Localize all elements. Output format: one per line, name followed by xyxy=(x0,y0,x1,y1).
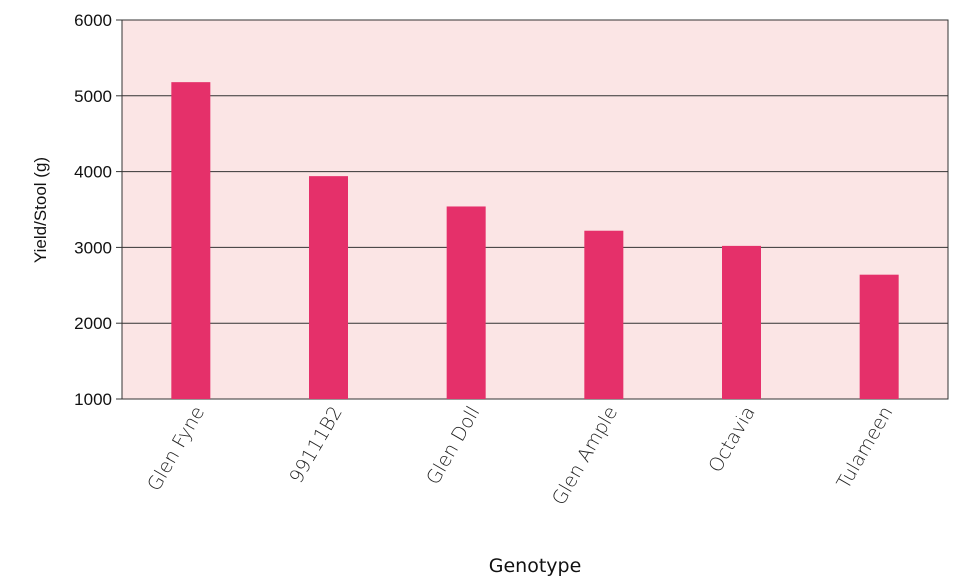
y-axis-title: Yield/Stool (g) xyxy=(31,157,50,263)
bars xyxy=(171,82,899,399)
plot-area xyxy=(121,19,949,400)
bar xyxy=(722,245,761,399)
y-tick-label: 4000 xyxy=(74,163,112,182)
y-axis-ticks: 1000 2000 3000 4000 5000 6000 xyxy=(74,11,122,409)
x-tick-label: Glen Doll xyxy=(422,403,484,489)
bar xyxy=(446,206,486,399)
bar xyxy=(584,230,624,399)
x-axis-title: Genotype xyxy=(489,555,582,577)
y-tick-label: 5000 xyxy=(74,87,112,106)
x-tick-label: 99111B2 xyxy=(285,403,347,488)
x-tick-label: Octavia xyxy=(704,403,759,477)
x-axis-ticks: Glen Fyne 99111B2 Glen Doll Glen Ample Octav… xyxy=(143,403,897,510)
x-tick-label: Tulameen xyxy=(833,403,898,493)
y-tick-label: 6000 xyxy=(74,11,112,30)
y-tick-label: 1000 xyxy=(74,390,112,409)
bar xyxy=(859,274,899,399)
bar xyxy=(171,82,211,399)
x-tick-label: Glen Ample xyxy=(548,403,622,510)
y-tick-label: 2000 xyxy=(74,314,112,333)
x-tick-label: Glen Fyne xyxy=(143,403,209,495)
y-tick-label: 3000 xyxy=(74,238,112,257)
bar xyxy=(309,176,348,399)
gridlines xyxy=(122,95,948,324)
